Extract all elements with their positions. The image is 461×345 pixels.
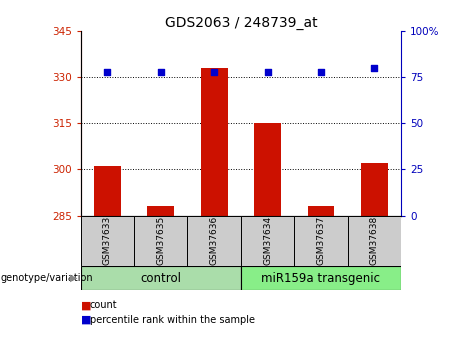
- Title: GDS2063 / 248739_at: GDS2063 / 248739_at: [165, 16, 317, 30]
- Text: ■: ■: [81, 300, 95, 310]
- Text: miR159a transgenic: miR159a transgenic: [261, 272, 380, 285]
- Bar: [294, 216, 348, 266]
- Text: GSM37635: GSM37635: [156, 216, 165, 265]
- Bar: [94, 166, 121, 216]
- Text: GSM37638: GSM37638: [370, 216, 379, 265]
- Bar: [241, 266, 401, 290]
- Bar: [254, 124, 281, 216]
- Point: [371, 65, 378, 71]
- Point: [211, 69, 218, 75]
- Bar: [81, 266, 241, 290]
- Text: GSM37634: GSM37634: [263, 216, 272, 265]
- Point: [104, 69, 111, 75]
- Text: GSM37636: GSM37636: [210, 216, 219, 265]
- Text: ▶: ▶: [70, 273, 77, 283]
- Text: genotype/variation: genotype/variation: [1, 273, 94, 283]
- Bar: [361, 163, 388, 216]
- Bar: [241, 216, 294, 266]
- Text: ■: ■: [81, 315, 95, 325]
- Bar: [348, 216, 401, 266]
- Point: [264, 69, 271, 75]
- Point: [157, 69, 165, 75]
- Point: [317, 69, 325, 75]
- Text: GSM37637: GSM37637: [316, 216, 325, 265]
- Bar: [201, 68, 228, 216]
- Text: count: count: [90, 300, 118, 310]
- Bar: [134, 216, 188, 266]
- Bar: [188, 216, 241, 266]
- Bar: [81, 216, 134, 266]
- Text: percentile rank within the sample: percentile rank within the sample: [90, 315, 255, 325]
- Bar: [307, 206, 334, 216]
- Text: control: control: [140, 272, 181, 285]
- Bar: [148, 206, 174, 216]
- Text: GSM37633: GSM37633: [103, 216, 112, 265]
